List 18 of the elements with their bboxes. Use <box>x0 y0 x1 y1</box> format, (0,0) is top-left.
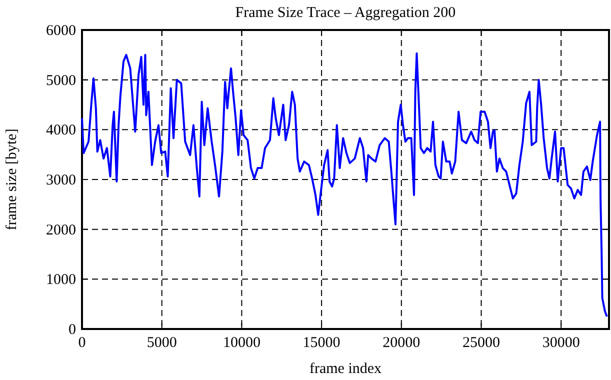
x-tick-label: 10000 <box>222 335 260 351</box>
y-tick-label: 1000 <box>46 272 76 288</box>
x-tick-label: 20000 <box>382 335 420 351</box>
x-tick-label: 15000 <box>302 335 340 351</box>
y-tick-label: 3000 <box>46 172 76 188</box>
y-tick-label: 0 <box>68 322 76 338</box>
chart-title: Frame Size Trace – Aggregation 200 <box>235 5 456 21</box>
x-tick-label: 25000 <box>462 335 500 351</box>
y-tick-label: 5000 <box>46 72 76 89</box>
y-axis-title: frame size [byte] <box>4 128 20 230</box>
line-series <box>81 52 608 318</box>
x-tick-label: 0 <box>78 335 86 351</box>
y-tick-label: 2000 <box>46 222 76 238</box>
y-tick-label: 6000 <box>46 23 76 39</box>
x-axis-title: frame index <box>309 361 382 377</box>
y-tick-label: 4000 <box>46 122 76 139</box>
x-tick-label: 5000 <box>146 335 177 351</box>
x-tick-label: 30000 <box>542 335 580 351</box>
